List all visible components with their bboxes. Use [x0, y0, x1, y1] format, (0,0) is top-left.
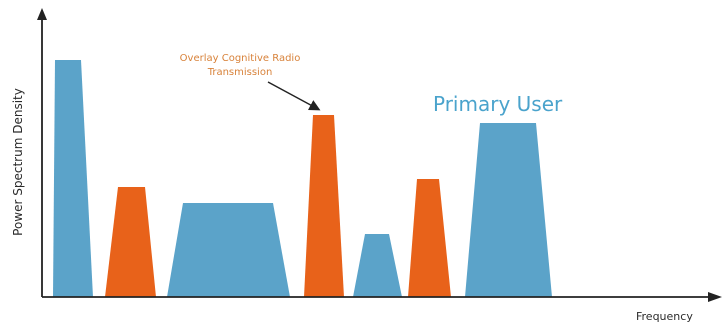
primary-user-block [167, 203, 290, 297]
annotation-line-1: Overlay Cognitive Radio [180, 53, 301, 64]
primary-user-block [465, 123, 552, 297]
annotation-line-2: Transmission [207, 67, 273, 78]
x-axis-arrow-icon [708, 292, 722, 302]
annotation-arrow-icon [267, 81, 321, 111]
primary-user-block [53, 60, 93, 297]
y-axis-label: Power Spectrum Density [11, 88, 25, 236]
primary-user-block [353, 234, 402, 297]
y-axis-arrow-icon [37, 8, 47, 20]
cognitive-radio-block [304, 115, 344, 297]
x-axis-label: Frequency [636, 310, 693, 323]
axes [37, 8, 722, 302]
spectrum-blocks [53, 60, 552, 297]
cognitive-radio-block [105, 187, 156, 297]
primary-user-label: Primary User [433, 92, 563, 116]
cognitive-radio-block [408, 179, 451, 297]
